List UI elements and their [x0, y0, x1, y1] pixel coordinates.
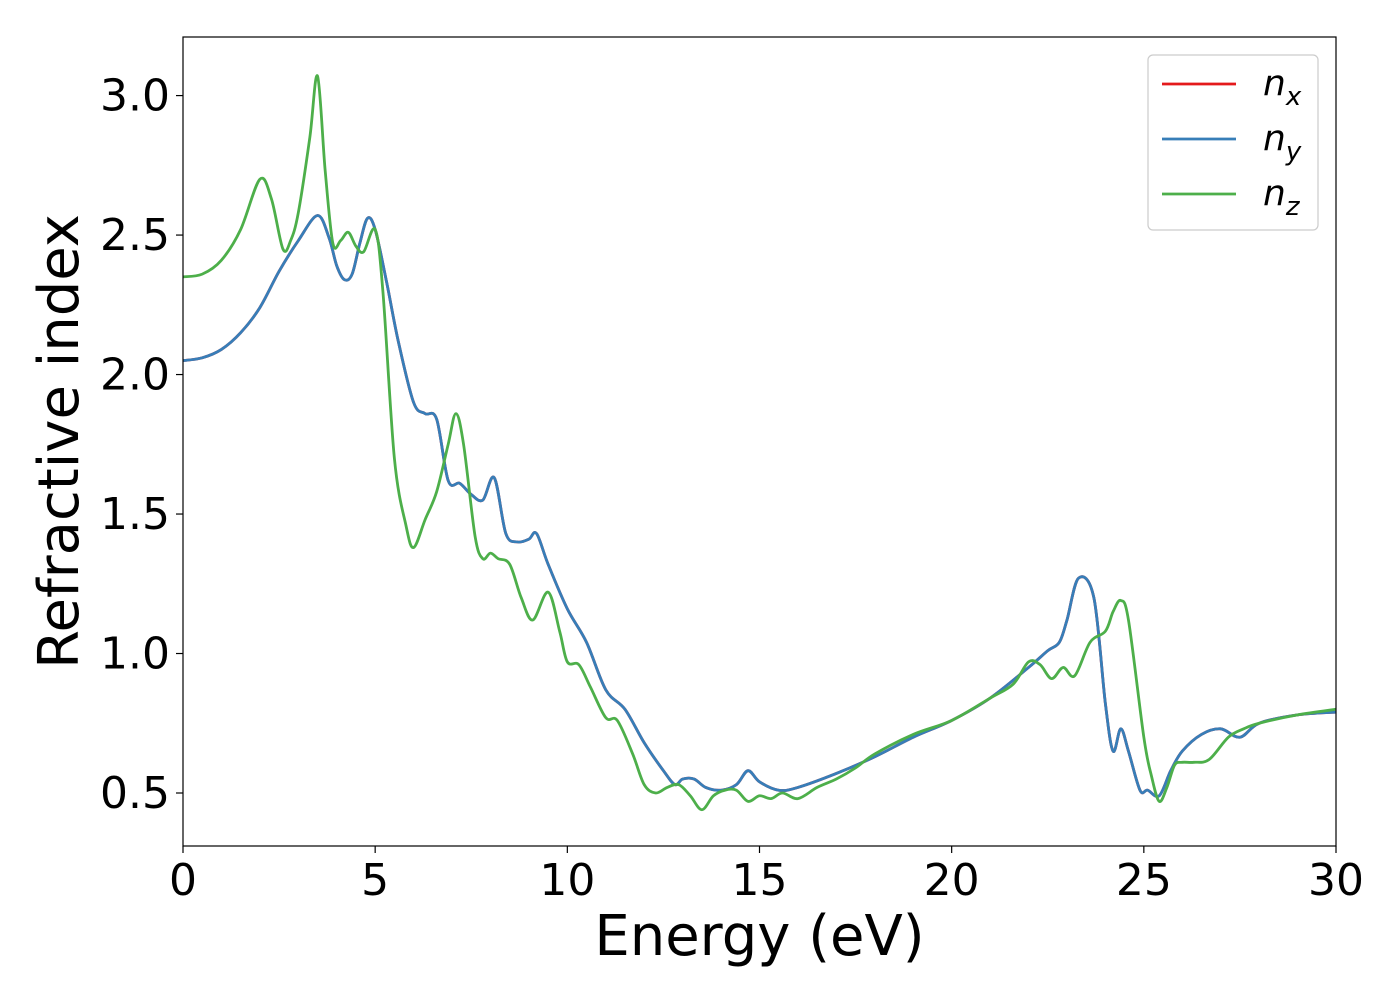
y-tick-label: 2.0: [100, 350, 170, 401]
legend-label-x: nx: [1263, 63, 1302, 112]
y-tick-label: 3.0: [100, 71, 170, 122]
x-tick-label: 25: [1116, 855, 1172, 906]
legend: nx ny nz: [1147, 54, 1319, 231]
x-axis-label: Energy (eV): [594, 904, 924, 969]
y-axis-label: Refractive index: [27, 214, 92, 669]
y-tick-label: 1.5: [100, 489, 170, 540]
x-tick-label: 15: [732, 855, 788, 906]
x-tick-label: 30: [1308, 855, 1364, 906]
series-line-z: [183, 74, 1336, 812]
legend-label-z: nz: [1263, 173, 1301, 222]
x-axis: 0 5 10 15 20 25 30: [169, 846, 1364, 906]
y-axis: 0.5 1.0 1.5 2.0 2.5 3.0: [100, 71, 183, 819]
series-line-y: [183, 214, 1336, 798]
legend-box: [1147, 54, 1319, 231]
y-tick-label: 1.0: [100, 629, 170, 680]
plot-area: [183, 74, 1336, 812]
legend-label-y: ny: [1263, 118, 1302, 167]
x-tick-label: 10: [539, 855, 595, 906]
y-tick-label: 0.5: [100, 768, 170, 819]
x-tick-label: 20: [924, 855, 980, 906]
x-tick-label: 5: [361, 855, 389, 906]
x-tick-label: 0: [169, 855, 197, 906]
y-tick-label: 2.5: [100, 210, 170, 261]
